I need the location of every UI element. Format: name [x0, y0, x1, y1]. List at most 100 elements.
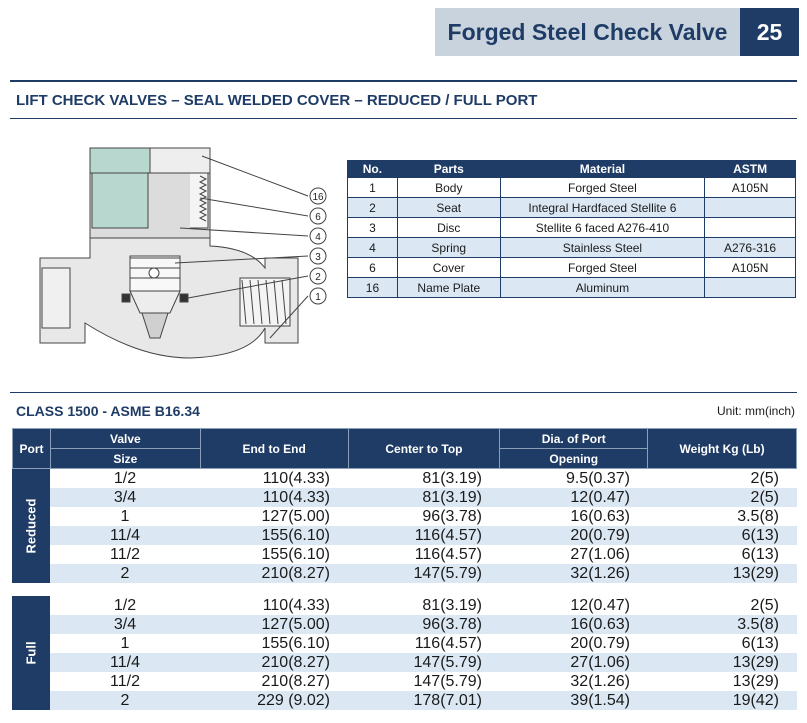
page-number: 25 — [740, 8, 799, 56]
dia-cell: 9.5(0.37) — [565, 469, 630, 487]
section-heading: LIFT CHECK VALVES – SEAL WELDED COVER – … — [16, 92, 538, 109]
dia-cell: 39(1.54) — [500, 691, 648, 710]
center-to-top-cell: 116(4.57) — [414, 634, 482, 652]
size-cell: 11/4 — [50, 653, 200, 672]
table-row: Reduced 1/2 110(4.33) 81(3.19) 9.5(0.37)… — [12, 469, 797, 583]
dims-col-center-to-top: Center to Top — [347, 428, 501, 469]
part-material: Forged Steel — [499, 257, 706, 278]
table-row: 1 127(5.00) 96(3.78) 16(0.63) 3.5(8) — [12, 507, 797, 526]
part-material: Forged Steel — [499, 177, 706, 198]
size-cell: 11/4 — [50, 526, 200, 545]
weight-cell: 13(29) — [648, 653, 797, 672]
dims-col-opening: Opening — [499, 448, 649, 469]
parts-table-header: No. Parts Material ASTM — [347, 160, 796, 178]
port-group-text: Full — [23, 641, 39, 665]
parts-col-no: No. — [347, 160, 398, 178]
end-to-end-cell: 127(5.00) — [200, 615, 348, 634]
port-group-label: Full — [12, 596, 50, 710]
part-astm: A276-316 — [704, 237, 796, 258]
callout-label: 6 — [315, 212, 321, 223]
center-to-top-cell: 81(3.19) — [348, 488, 500, 507]
center-to-top-cell: 81(3.19) — [422, 596, 482, 614]
dia-cell: 12(0.47) — [570, 596, 630, 614]
part-astm — [704, 277, 796, 298]
size-cell: 1/2 — [113, 596, 137, 614]
part-name: Name Plate — [396, 277, 501, 298]
part-astm: A105N — [704, 177, 796, 198]
center-to-top-cell: 81(3.19) — [422, 469, 482, 487]
table-row: 2 210(8.27) 147(5.79) 32(1.26) 13(29) — [12, 564, 797, 583]
dia-cell: 20(0.79) — [570, 634, 630, 652]
center-to-top-cell: 147(5.79) — [413, 672, 483, 690]
part-name: Disc — [396, 217, 501, 238]
parts-col-astm: ASTM — [704, 160, 796, 178]
size-cell: 3/4 — [50, 488, 200, 507]
end-to-end-cell: 155(6.10) — [261, 634, 331, 652]
table-row: 11/2 155(6.10) 116(4.57) 27(1.06) 6(13) — [12, 545, 797, 564]
end-to-end-cell: 210(8.27) — [261, 672, 331, 690]
dimensions-table-header: Port Valve End to End Center to Top Dia.… — [12, 428, 797, 469]
end-to-end-cell: 155(6.10) — [261, 545, 331, 563]
table-row: 2 229 (9.02) 178(7.01) 39(1.54) 19(42) — [12, 691, 797, 710]
part-name: Seat — [396, 197, 501, 218]
part-no: 6 — [347, 257, 398, 278]
class-heading: CLASS 1500 - ASME B16.34 — [16, 403, 200, 419]
port-group-text: Reduced — [23, 498, 39, 554]
center-to-top-cell: 96(3.78) — [348, 615, 500, 634]
table-row: Full 1/2 110(4.33) 81(3.19) 12(0.47) 2(5… — [12, 596, 797, 710]
dims-col-valve: Valve — [49, 428, 201, 449]
section-rule-mid — [10, 118, 797, 119]
table-row: 6 Cover Forged Steel A105N — [347, 257, 796, 278]
callout-label: 16 — [312, 192, 324, 203]
part-material: Stainless Steel — [499, 237, 706, 258]
part-material: Integral Hardfaced Stellite 6 — [499, 197, 706, 218]
part-astm — [704, 197, 796, 218]
dimensions-group-full: Full 1/2 110(4.33) 81(3.19) 12(0.47) 2(5… — [12, 596, 797, 710]
dims-col-port: Port — [12, 428, 51, 469]
part-material: Aluminum — [499, 277, 706, 298]
table-row: 11/4 155(6.10) 116(4.57) 20(0.79) 6(13) — [12, 526, 797, 545]
end-to-end-cell: 110(4.33) — [200, 488, 348, 507]
table-row: 3/4 127(5.00) 96(3.78) 16(0.63) 3.5(8) — [12, 615, 797, 634]
weight-cell: 6(13) — [741, 634, 779, 652]
weight-cell: 2(5) — [750, 596, 779, 614]
table-row: 11/4 210(8.27) 147(5.79) 27(1.06) 13(29) — [12, 653, 797, 672]
weight-cell: 6(13) — [648, 526, 797, 545]
end-to-end-cell: 110(4.33) — [262, 596, 330, 614]
part-name: Spring — [396, 237, 501, 258]
end-to-end-cell: 210(8.27) — [200, 653, 348, 672]
part-no: 16 — [347, 277, 398, 298]
center-to-top-cell: 147(5.79) — [348, 653, 500, 672]
size-cell: 1 — [120, 634, 130, 652]
callout-label: 4 — [315, 232, 321, 243]
dims-col-end-to-end: End to End — [199, 428, 349, 469]
weight-cell: 6(13) — [741, 545, 779, 563]
dia-cell: 20(0.79) — [500, 526, 648, 545]
part-name: Body — [396, 177, 501, 198]
weight-cell: 19(42) — [648, 691, 797, 710]
end-to-end-cell: 155(6.10) — [200, 526, 348, 545]
valve-cross-section-drawing: 16 6 4 3 2 1 — [39, 147, 327, 359]
callout-label: 1 — [315, 292, 321, 303]
header-band: Forged Steel Check Valve — [435, 8, 740, 56]
size-cell: 1/2 — [113, 469, 137, 487]
dia-cell: 12(0.47) — [500, 488, 648, 507]
size-cell: 1 — [120, 507, 130, 525]
weight-cell: 3.5(8) — [737, 507, 779, 525]
center-to-top-cell: 178(7.01) — [348, 691, 500, 710]
weight-cell: 13(29) — [732, 672, 779, 690]
center-to-top-cell: 116(4.57) — [414, 545, 482, 563]
table-row: 3 Disc Stellite 6 faced A276-410 — [347, 217, 796, 238]
table-row: 1 155(6.10) 116(4.57) 20(0.79) 6(13) — [12, 634, 797, 653]
port-group-label: Reduced — [12, 469, 50, 583]
part-no: 3 — [347, 217, 398, 238]
parts-table: No. Parts Material ASTM 1 Body Forged St… — [347, 160, 796, 298]
table-row: 4 Spring Stainless Steel A276-316 — [347, 237, 796, 258]
page-title: Forged Steel Check Valve — [447, 18, 728, 45]
table-row: 11/2 210(8.27) 147(5.79) 32(1.26) 13(29) — [12, 672, 797, 691]
part-no: 4 — [347, 237, 398, 258]
dia-cell: 27(1.06) — [500, 653, 648, 672]
parts-col-parts: Parts — [396, 160, 501, 178]
weight-cell: 13(29) — [648, 564, 797, 583]
part-no: 2 — [347, 197, 398, 218]
